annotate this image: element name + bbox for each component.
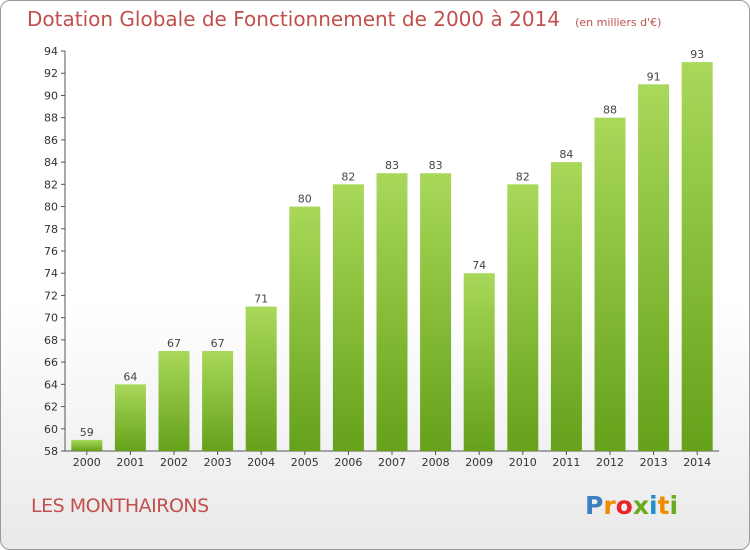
bar — [420, 173, 452, 451]
bar-value-label: 83 — [429, 159, 443, 172]
y-tick-label: 88 — [44, 112, 58, 125]
logo-letter: r — [603, 491, 616, 520]
bar — [507, 184, 539, 452]
bar — [550, 162, 582, 451]
y-tick-label: 62 — [44, 401, 58, 414]
x-tick-label: 2000 — [73, 456, 101, 469]
y-tick-label: 60 — [44, 423, 58, 436]
y-tick-label: 86 — [44, 134, 58, 147]
bar — [594, 117, 626, 452]
x-tick-label: 2001 — [116, 456, 144, 469]
x-tick-label: 2002 — [160, 456, 188, 469]
logo-letter: P — [585, 491, 604, 520]
bar-value-label: 80 — [298, 193, 312, 206]
chart-title-main: Dotation Globale de Fonctionnement de 20… — [27, 7, 560, 31]
y-tick-label: 84 — [44, 156, 58, 169]
bar-value-label: 82 — [516, 170, 530, 183]
bar — [245, 306, 277, 451]
y-tick-label: 80 — [44, 201, 58, 214]
proxiti-logo: Proxiti — [585, 491, 678, 520]
bar — [114, 384, 146, 451]
x-tick-label: 2003 — [204, 456, 232, 469]
bar-value-label: 83 — [385, 159, 399, 172]
y-tick-label: 76 — [44, 245, 58, 258]
y-tick-label: 94 — [44, 45, 58, 58]
y-tick-label: 92 — [44, 67, 58, 80]
y-tick-label: 74 — [44, 267, 58, 280]
bar — [376, 173, 408, 451]
bar-value-label: 67 — [211, 337, 225, 350]
chart-subtitle: (en milliers d'€) — [575, 16, 662, 29]
y-tick-label: 78 — [44, 223, 58, 236]
y-tick-label: 58 — [44, 445, 58, 458]
logo-letter: t — [657, 491, 670, 520]
chart-title: Dotation Globale de Fonctionnement de 20… — [27, 7, 661, 31]
logo-letter: i — [669, 491, 679, 520]
x-tick-label: 2005 — [291, 456, 319, 469]
logo-letter: x — [632, 491, 649, 520]
bar-value-label: 64 — [123, 370, 137, 383]
x-tick-label: 2004 — [247, 456, 275, 469]
bar-value-label: 91 — [647, 70, 661, 83]
x-tick-label: 2011 — [552, 456, 580, 469]
y-tick-label: 82 — [44, 178, 58, 191]
commune-name: LES MONTHAIRONS — [31, 495, 209, 517]
y-tick-label: 70 — [44, 312, 58, 325]
y-tick-label: 72 — [44, 289, 58, 302]
y-tick-label: 66 — [44, 356, 58, 369]
bar-value-label: 71 — [254, 293, 268, 306]
bar-value-label: 82 — [341, 170, 355, 183]
bar — [681, 62, 713, 451]
x-tick-label: 2014 — [683, 456, 711, 469]
bar-value-label: 88 — [603, 104, 617, 117]
bar — [638, 84, 670, 451]
x-tick-label: 2007 — [378, 456, 406, 469]
bar — [202, 351, 234, 451]
bar — [463, 273, 495, 451]
x-tick-label: 2006 — [334, 456, 362, 469]
bar — [289, 206, 321, 451]
bar-value-label: 93 — [690, 48, 704, 61]
bar-value-label: 67 — [167, 337, 181, 350]
bar-value-label: 74 — [472, 259, 486, 272]
x-tick-label: 2008 — [422, 456, 450, 469]
bar — [158, 351, 190, 451]
bar — [71, 439, 103, 451]
y-tick-label: 64 — [44, 378, 58, 391]
bar — [332, 184, 364, 452]
y-tick-label: 90 — [44, 89, 58, 102]
logo-letter: o — [615, 491, 633, 520]
bar-value-label: 84 — [559, 148, 573, 161]
x-tick-label: 2013 — [640, 456, 668, 469]
y-tick-label: 68 — [44, 334, 58, 347]
x-tick-label: 2012 — [596, 456, 624, 469]
logo-letter: i — [649, 491, 658, 520]
x-tick-label: 2010 — [509, 456, 537, 469]
bar-value-label: 59 — [80, 426, 94, 439]
x-tick-label: 2009 — [465, 456, 493, 469]
